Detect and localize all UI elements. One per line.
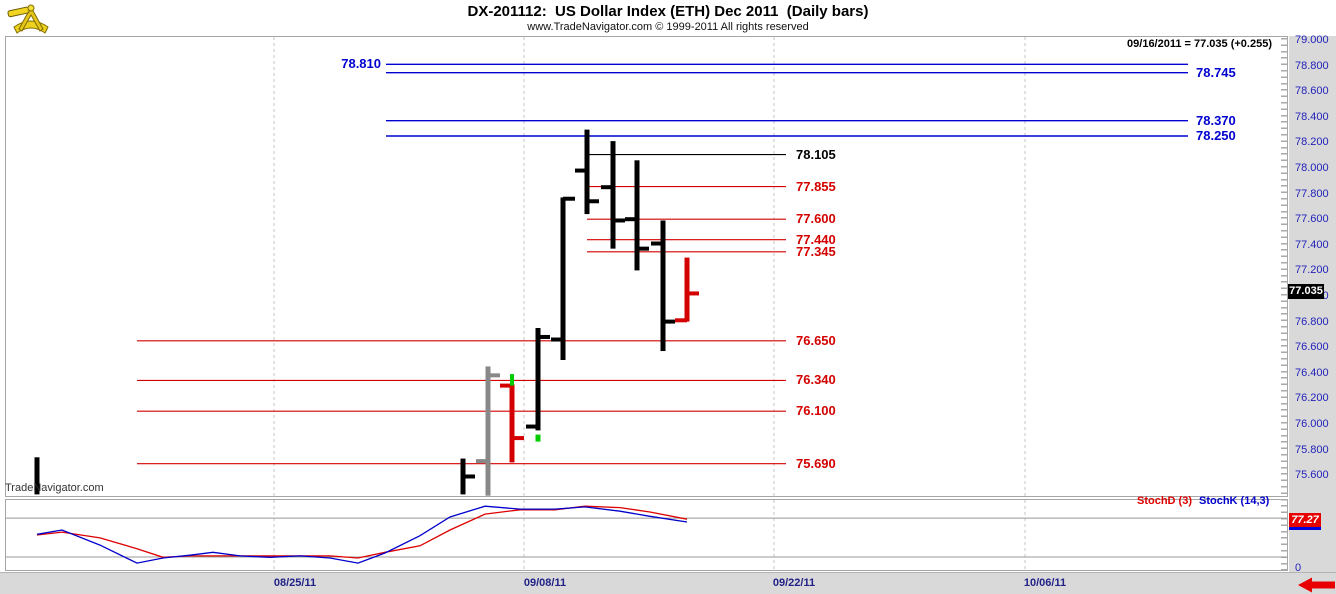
price-axis-label: 77.400 [1295, 238, 1329, 251]
price-axis-label: 78.200 [1295, 136, 1329, 149]
anchor-line-label: 78.370 [1196, 112, 1236, 128]
stoch-axis-zero-label: 0 [1295, 562, 1302, 574]
anchor-line-label: 77.440 [796, 231, 836, 247]
price-axis-label: 76.000 [1295, 418, 1329, 430]
price-axis-label: 76.800 [1295, 315, 1329, 328]
anchor-line-label: 76.100 [796, 403, 836, 419]
date-label: 08/25/11 [273, 577, 317, 589]
price-axis-label: 76.200 [1295, 392, 1329, 405]
stoch-value-badge: 77.27 [1289, 513, 1321, 530]
date-label: 09/22/11 [772, 577, 816, 589]
price-axis-label: 77.600 [1295, 213, 1329, 226]
chart-subtitle: www.TradeNavigator.com © 1999-2011 All r… [527, 21, 809, 33]
anchor-line-label: 78.745 [1196, 64, 1236, 80]
price-axis-label: 78.800 [1295, 59, 1329, 72]
current-price-badge: 77.035 [1288, 284, 1324, 300]
last-quote-readout: 09/16/2011 = 77.035 (+0.255) [1127, 38, 1272, 50]
anchor-line-label: 77.855 [796, 178, 836, 194]
price-axis-label: 79.000 [1295, 34, 1329, 46]
stochastics-panel[interactable] [5, 499, 1288, 571]
price-chart-panel[interactable] [5, 36, 1288, 497]
anchor-line-label: 78.250 [1196, 128, 1236, 143]
watermark: TradeNavigator.com [5, 482, 104, 494]
anchor-line-label: 76.650 [796, 332, 836, 348]
price-axis-label: 78.600 [1295, 85, 1329, 98]
chart-title: DX-201112: US Dollar Index (ETH) Dec 201… [467, 3, 869, 20]
anchor-line-label: 77.600 [796, 211, 836, 227]
price-axis-label: 75.800 [1295, 443, 1329, 456]
price-axis-label: 76.600 [1295, 341, 1329, 354]
anchor-line-label: 77.345 [796, 243, 836, 259]
price-axis[interactable] [1289, 36, 1336, 594]
price-axis-label: 77.200 [1295, 264, 1329, 277]
price-axis-label: 78.000 [1295, 162, 1329, 174]
anchor-line-label: 75.690 [796, 455, 836, 471]
legend-stochk[interactable]: StochK (14,3) [1199, 495, 1270, 507]
legend-stochd[interactable]: StochD (3) [1137, 495, 1192, 507]
sextant-logo-icon [7, 4, 49, 34]
date-axis[interactable] [0, 572, 1336, 594]
date-label: 09/08/11 [523, 577, 567, 589]
price-axis-label: 75.600 [1295, 469, 1329, 482]
price-axis-minor-ticks [1281, 38, 1288, 571]
anchor-line-label: 78.105 [796, 146, 836, 162]
price-axis-label: 76.400 [1295, 366, 1329, 379]
price-axis-label: 77.800 [1295, 187, 1329, 200]
anchor-line-label: 78.810 [341, 56, 381, 72]
price-axis-label: 78.400 [1295, 110, 1329, 123]
anchor-line-label: 76.340 [796, 372, 836, 388]
date-label: 10/06/11 [1023, 577, 1067, 589]
